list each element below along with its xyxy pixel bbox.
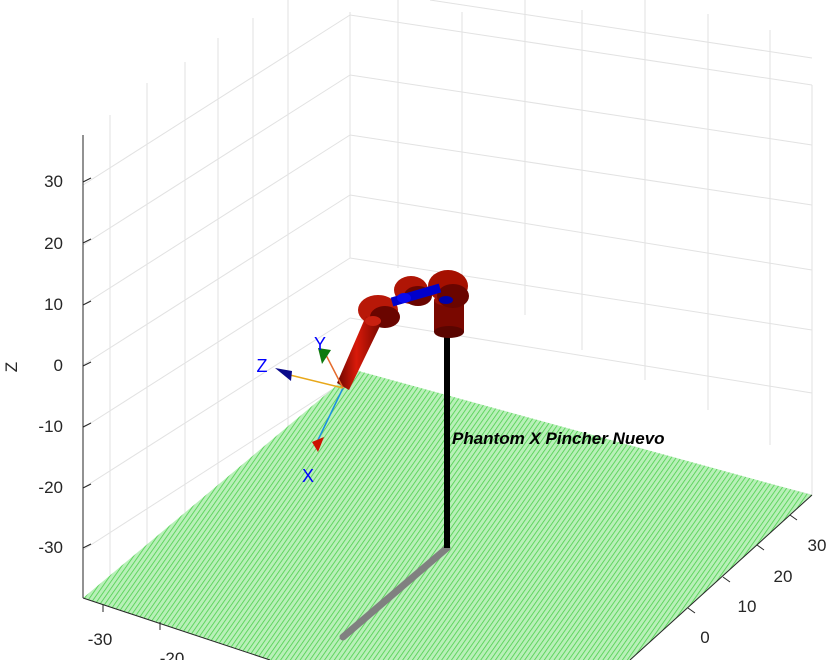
- z-tick-label: -10: [38, 417, 63, 436]
- x-arrow-icon: [312, 437, 324, 452]
- tool-frame: [275, 348, 344, 452]
- frame-x-label: X: [302, 466, 314, 486]
- z-axis-title: Z: [2, 362, 21, 372]
- y-arrow-icon: [318, 348, 331, 364]
- z-tick-label: 10: [44, 295, 63, 314]
- axis-lines: [82, 135, 813, 660]
- y-tick-label: 30: [808, 536, 827, 555]
- robot-links: [337, 270, 469, 390]
- z-tick-label: 20: [44, 234, 63, 253]
- y-tick-label: 10: [738, 597, 757, 616]
- z-tick-label: 0: [54, 356, 63, 375]
- robot-name-label: Phantom X Pincher Nuevo: [452, 429, 665, 448]
- frame-y-label: Y: [314, 334, 326, 354]
- z-tick-label: -20: [38, 478, 63, 497]
- z-tick-label: 30: [44, 172, 63, 191]
- x-tick-label: -30: [88, 630, 113, 649]
- z-arrow-icon: [275, 368, 292, 381]
- robot-joints: [390, 283, 453, 307]
- y-tick-label: 20: [774, 567, 793, 586]
- x-tick-label: -20: [160, 649, 185, 660]
- grid-walls: [82, 0, 813, 598]
- z-tick-label: -30: [38, 538, 63, 557]
- frame-z-label: Z: [257, 356, 268, 376]
- base-shadow-line: [339, 544, 451, 641]
- y-tick-label: 0: [700, 628, 709, 647]
